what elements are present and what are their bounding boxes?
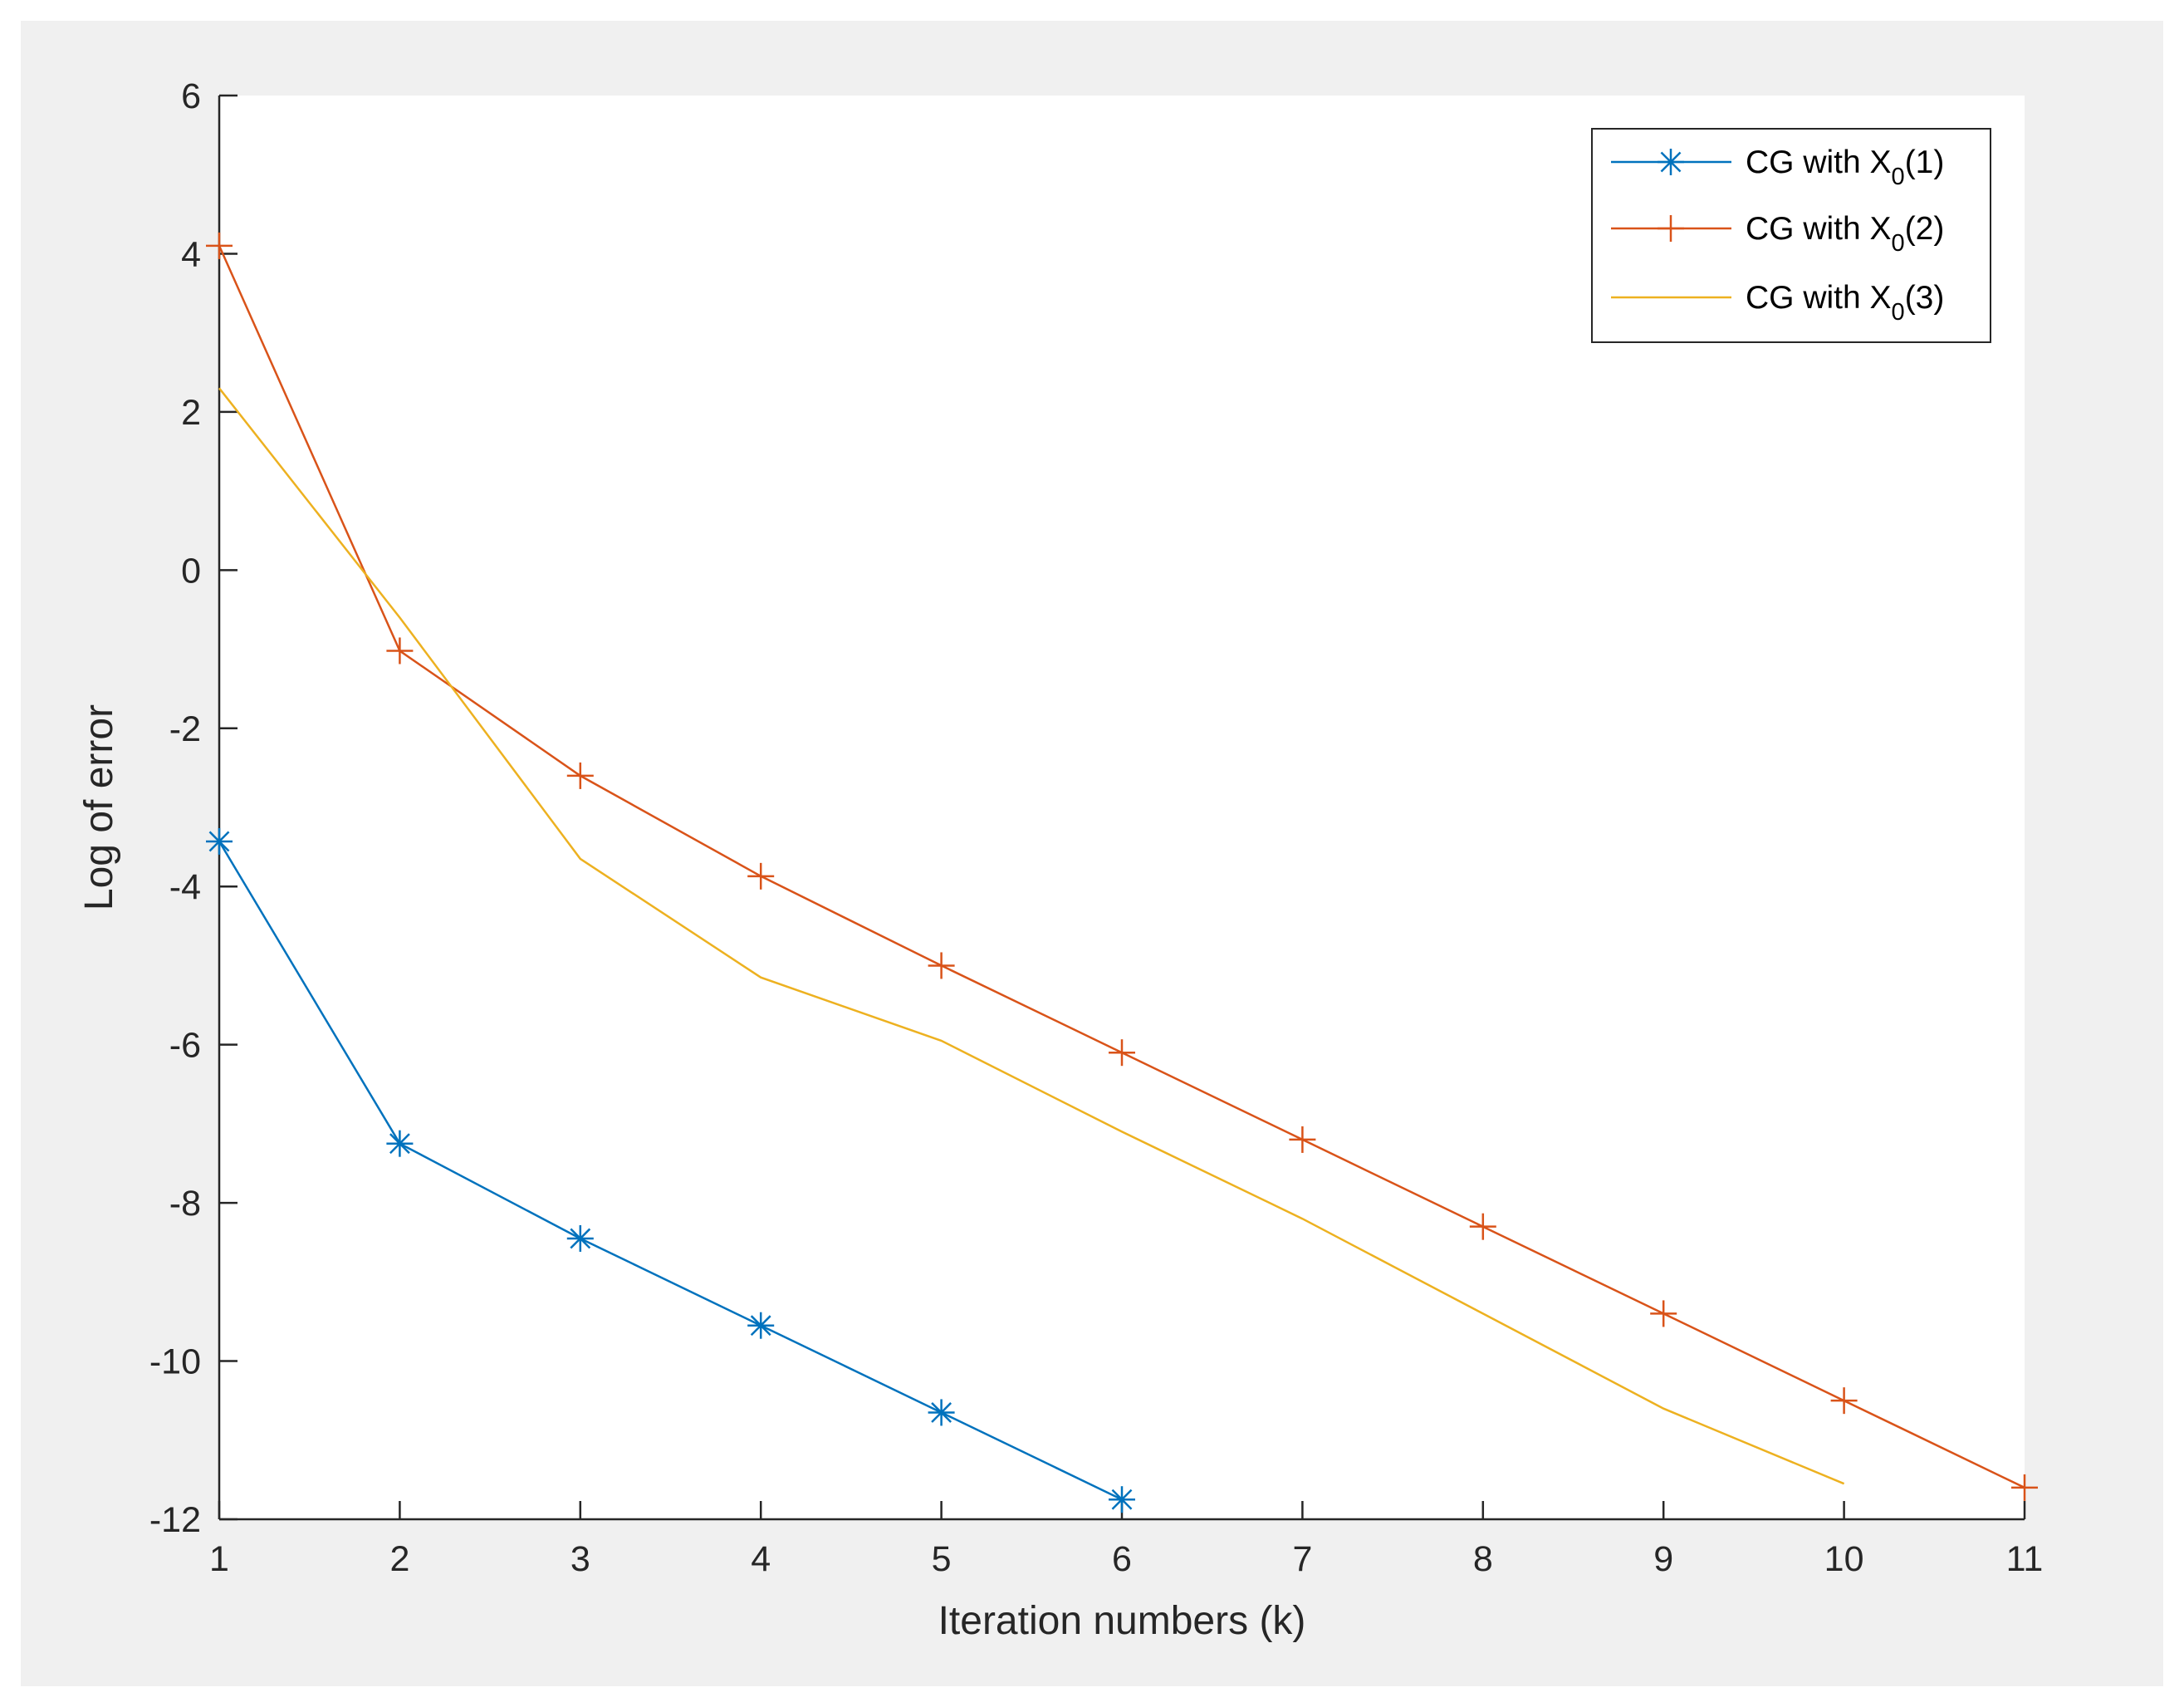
legend-label-prefix: CG with X — [1746, 211, 1892, 247]
legend-entry-1: CG with X0(1) — [1611, 145, 1944, 190]
y-tick-label: 0 — [181, 551, 201, 591]
series-1-point — [206, 827, 233, 855]
legend-entry-2: CG with X0(2) — [1611, 211, 1944, 257]
x-tick-label: 2 — [389, 1539, 409, 1579]
legend-box — [1591, 128, 1991, 343]
y-tick-label: -12 — [149, 1500, 201, 1540]
y-tick-label: -2 — [169, 709, 201, 749]
legend-label-subscript: 0 — [1892, 299, 1905, 326]
x-tick-label: 6 — [1112, 1539, 1132, 1579]
series-layer — [206, 232, 2038, 1513]
legend-label-prefix: CG with X — [1746, 145, 1892, 180]
series-2-point — [386, 637, 414, 665]
x-tick-label: 7 — [1292, 1539, 1312, 1579]
legend-label-suffix: (1) — [1905, 145, 1945, 180]
series-2-point — [1109, 1039, 1135, 1067]
y-tick-label: 2 — [181, 393, 201, 433]
legend-label-subscript: 0 — [1892, 230, 1905, 257]
x-tick-label: 11 — [2006, 1539, 2044, 1579]
y-tick-label: 4 — [181, 234, 201, 274]
series-2-point — [566, 762, 594, 789]
series-2-point — [928, 952, 955, 979]
series-1-line — [218, 841, 1123, 1501]
series-2-point — [1650, 1300, 1677, 1327]
series-2-point — [747, 862, 775, 890]
x-tick-label: 10 — [1824, 1539, 1864, 1579]
legend-marker — [1658, 215, 1684, 242]
series-2-point — [1469, 1213, 1496, 1240]
x-tick-label: 3 — [570, 1539, 590, 1579]
series-1-point — [928, 1399, 955, 1426]
legend-label-subscript: 0 — [1892, 164, 1905, 190]
legend-label-suffix: (3) — [1905, 280, 1945, 316]
legend-label: CG with X0(1) — [1746, 145, 1944, 190]
x-tick-label: 5 — [932, 1539, 952, 1579]
y-tick-label: -8 — [169, 1184, 201, 1224]
series-2-point — [206, 232, 233, 259]
series-2-point — [1830, 1387, 1858, 1415]
series-1-point — [1109, 1486, 1135, 1513]
legend-marker — [1658, 149, 1684, 175]
x-tick-label: 8 — [1473, 1539, 1493, 1579]
x-tick-label: 4 — [751, 1539, 771, 1579]
y-tick-label: -4 — [169, 867, 201, 907]
series-2-point — [1289, 1126, 1316, 1153]
legend-label-suffix: (2) — [1905, 211, 1945, 247]
x-tick-label: 9 — [1653, 1539, 1673, 1579]
series-2-point — [2011, 1474, 2038, 1501]
x-axis-label: Iteration numbers (k) — [938, 1599, 1306, 1643]
legend: CG with X0(1)CG with X0(2)CG with X0(3) — [1591, 128, 1991, 343]
legend-label: CG with X0(2) — [1746, 211, 1944, 257]
legend-entry-3: CG with X0(3) — [1611, 280, 1944, 326]
series-1-point — [566, 1224, 594, 1252]
y-tick-label: 6 — [181, 76, 201, 116]
series-1-point — [386, 1130, 414, 1157]
x-tick-label: 1 — [209, 1539, 229, 1579]
series-3-line — [218, 387, 1845, 1485]
y-tick-label: -10 — [149, 1342, 201, 1382]
axes: 1 2 3 4 5 6 7 8 9 10 11 -12 -10 -8 -6 -4 -2 0 2 4 6 — [149, 76, 2043, 1579]
series-1-point — [747, 1312, 775, 1339]
legend-label: CG with X0(3) — [1746, 280, 1944, 326]
y-axis-label: Log of error — [77, 704, 121, 910]
legend-label-prefix: CG with X — [1746, 280, 1892, 316]
y-tick-label: -6 — [169, 1026, 201, 1066]
